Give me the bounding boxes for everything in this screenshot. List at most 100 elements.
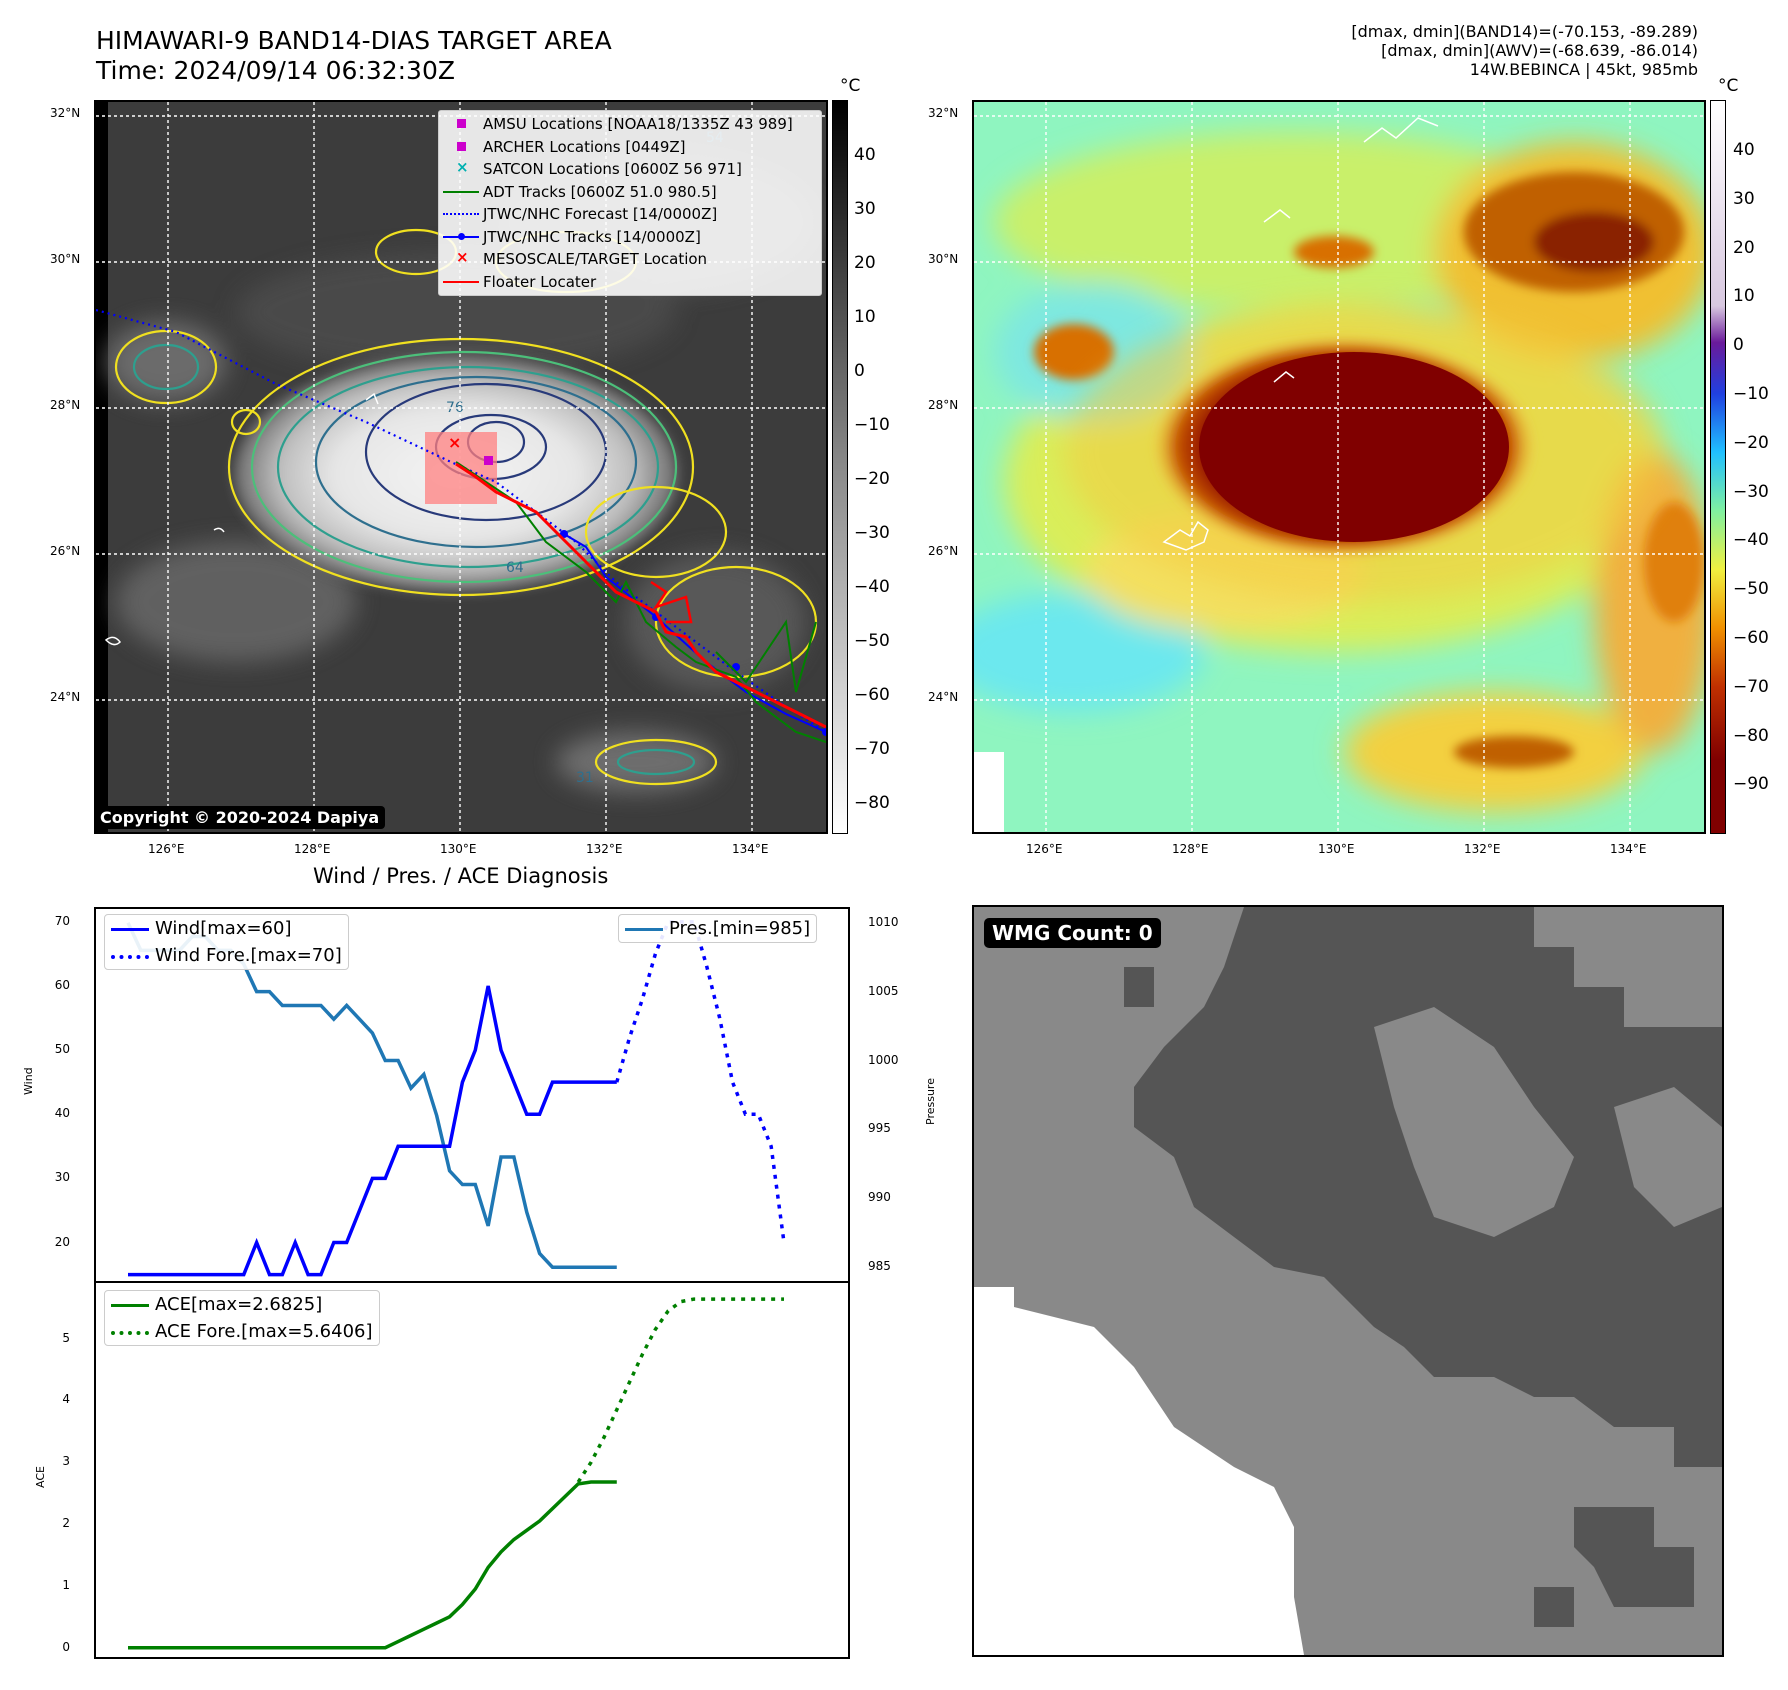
y-tick-label: 40 [54,1106,70,1121]
colorbar-tick: −80 [854,793,890,813]
colorbar-tick: −10 [854,415,890,435]
wmg-image [974,907,1722,1655]
y-tick-label: 985 [868,1259,891,1274]
colorbar-tick: 10 [1733,286,1755,307]
y-tick-label: 1 [62,1577,70,1592]
wind-line [128,985,617,1277]
lat-label: 30°N [50,252,81,266]
lat-label: 28°N [928,398,959,412]
diagnosis-title: Wind / Pres. / ACE Diagnosis [313,864,609,888]
colorbar-tick: 40 [1733,140,1755,160]
colorbar-tick: 30 [1733,188,1755,209]
map-legend: AMSU Locations [NOAA18/1335Z 43 989] ARC… [438,110,822,296]
legend-wind: Wind[max=60] [105,915,348,942]
y-tick-label: 995 [868,1121,891,1136]
y-tick-label: 1000 [868,1052,899,1067]
ir-colorbar [832,100,848,834]
gridlines [96,102,826,832]
wv-colorbar-unit: °C [1718,76,1739,96]
lon-label: 132°E [1464,842,1501,856]
floater-track [455,462,826,729]
colorbar-tick: −60 [1733,628,1769,648]
figure-title: HIMAWARI-9 BAND14-DIAS TARGET AREA Time:… [96,26,612,86]
ir-colorbar-unit: °C [840,76,861,96]
y-tick-label: 60 [54,977,70,992]
colorbar-tick: 30 [854,199,876,219]
pressure-legend: Pres.[min=985] [618,914,818,943]
y-tick-label: 0 [62,1639,70,1654]
title-line-2: Time: 2024/09/14 06:32:30Z [96,56,455,85]
y-tick-label: 1005 [868,983,899,998]
y-tick-label: 30 [54,1170,70,1185]
legend-pres: Pres.[min=985] [619,915,816,942]
target-marker: × [448,433,461,452]
colorbar-tick: −50 [1733,579,1769,600]
y-tick-label: 50 [54,1042,70,1057]
colorbar-tick: 10 [854,307,876,327]
wv-map-panel [972,100,1706,834]
wv-map-image [974,102,1704,832]
legend-target: × MESOSCALE/TARGET Location [456,248,708,269]
lon-label: 126°E [1026,842,1063,856]
wmg-panel [972,905,1724,1657]
colorbar-tick: −70 [1733,676,1769,697]
ace-plot [94,1281,850,1659]
y-tick-label: 1010 [868,914,899,929]
y-tick-label: 4 [62,1392,70,1407]
wmg-count-badge: WMG Count: 0 [984,918,1161,948]
colorbar-tick: −50 [854,631,890,651]
colorbar-tick: −80 [1733,725,1769,746]
legend-jtwc-tracks: JTWC/NHC Tracks [14/0000Z] [439,226,821,249]
pressure-axis-label: Pressure [924,1078,937,1125]
contour-label: 31 [576,770,594,786]
info-line-3: 14W.BEBINCA | 45kt, 985mb [1469,60,1698,79]
ace-legend: ACE[max=2.6825] ACE Fore.[max=5.6406] [104,1290,380,1346]
info-line-1: [dmax, dmin](BAND14)=(-70.153, -89.289) [1351,22,1698,41]
colorbar-tick: −20 [1733,432,1769,453]
lon-label: 130°E [1318,842,1355,856]
contour-label: 76 [446,400,464,416]
colorbar-tick: −90 [1733,774,1769,795]
colorbar-tick: −30 [854,523,890,543]
pressure-line [126,922,617,1269]
lat-label: 26°N [50,544,81,558]
copyright-badge: Copyright © 2020-2024 Dapiya [94,806,386,829]
wind-legend: Wind[max=60] Wind Fore.[max=70] [104,914,349,970]
y-tick-label: 70 [54,913,70,928]
title-line-1: HIMAWARI-9 BAND14-DIAS TARGET AREA [96,26,612,55]
wind-axis-label: Wind [22,1067,35,1095]
colorbar-tick: −70 [854,739,890,759]
lon-label: 126°E [148,842,185,856]
legend-satcon: × SATCON Locations [0600Z 56 971] [456,158,742,179]
info-line-2: [dmax, dmin](AWV)=(-68.639, -86.014) [1381,41,1698,60]
y-tick-label: 5 [62,1330,70,1345]
coastline [104,392,379,646]
legend-ace-fore: ACE Fore.[max=5.6406] [105,1318,379,1345]
colorbar-tick: 0 [854,361,865,381]
colorbar-tick: 20 [1733,237,1755,258]
lat-label: 24°N [50,690,81,704]
colorbar-tick: −60 [854,685,890,705]
ace-line [128,1480,617,1650]
ace-svg [128,1297,784,1650]
lon-label: 128°E [1172,842,1209,856]
archer-marker [484,456,493,465]
lon-label: 134°E [732,842,769,856]
lon-label: 134°E [1610,842,1647,856]
lat-label: 28°N [50,398,81,412]
ace-axis-label: ACE [34,1466,47,1488]
lon-label: 132°E [586,842,623,856]
legend-ace: ACE[max=2.6825] [105,1291,379,1318]
y-tick-label: 2 [62,1516,70,1531]
lat-label: 26°N [928,544,959,558]
legend-floater: Floater Locater [439,271,821,294]
colorbar-tick: −30 [1733,481,1769,502]
adt-track [715,619,817,693]
lon-label: 128°E [294,842,331,856]
colorbar-tick: 20 [854,253,876,273]
legend-wind-fore: Wind Fore.[max=70] [105,942,348,969]
contour-label: 64 [506,560,524,576]
legend-jtwc-forecast: JTWC/NHC Forecast [14/0000Z] [439,203,821,226]
colorbar-tick: −20 [854,469,890,489]
colorbar-tick: −40 [1733,530,1769,551]
